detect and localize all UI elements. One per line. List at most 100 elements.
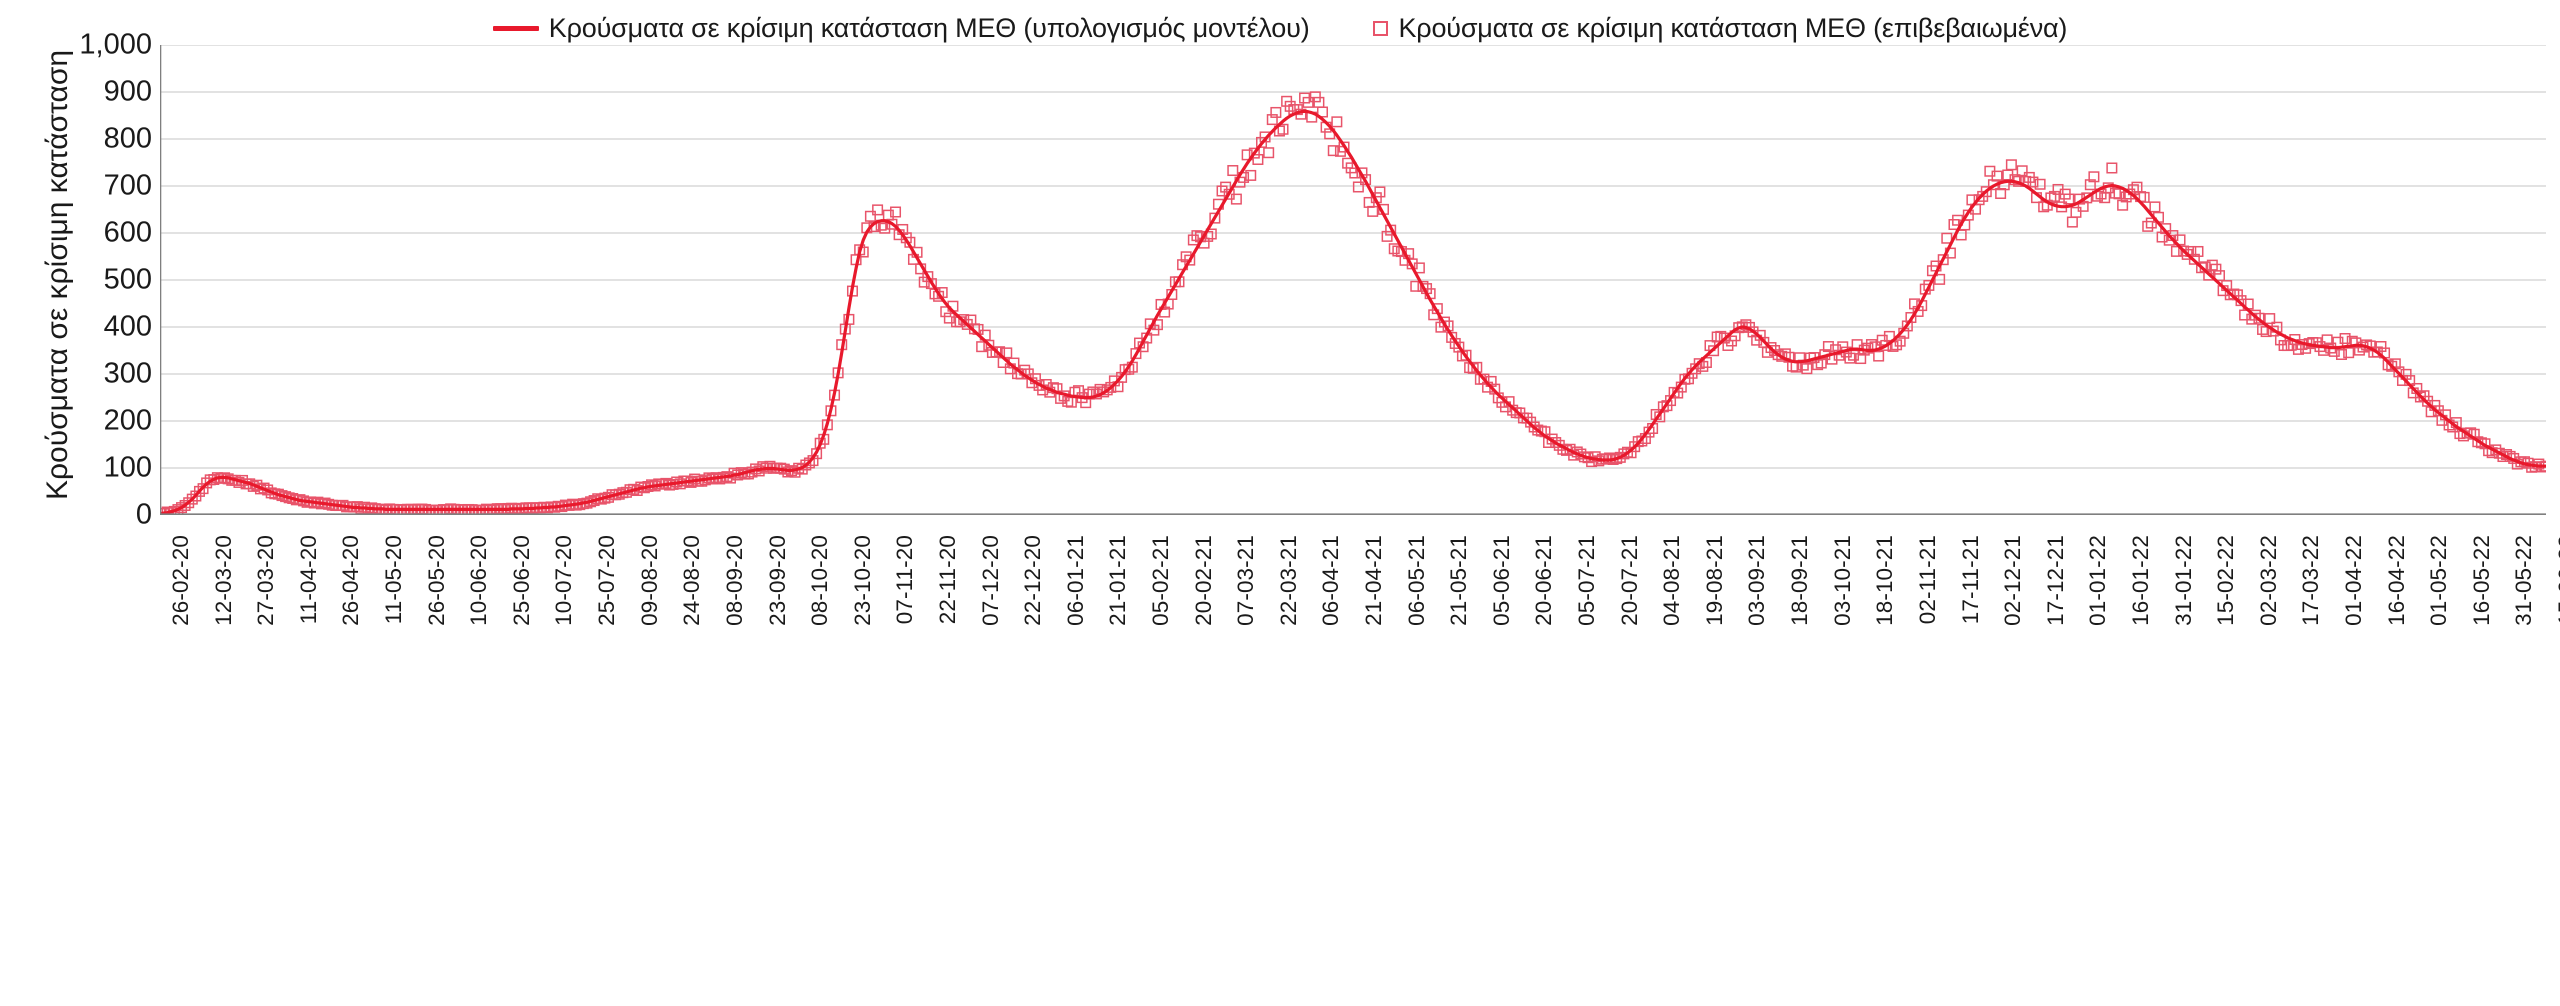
confirmed-marker bbox=[1747, 326, 1759, 338]
confirmed-marker bbox=[1116, 371, 1128, 383]
confirmed-marker bbox=[1862, 342, 1874, 354]
x-tick-label: 07-03-21 bbox=[1233, 535, 1259, 626]
confirmed-marker bbox=[1532, 424, 1544, 436]
x-tick-label: 08-09-20 bbox=[721, 535, 747, 626]
confirmed-marker bbox=[1130, 348, 1142, 360]
x-tick-label: 20-02-21 bbox=[1190, 535, 1216, 626]
confirmed-marker bbox=[1248, 147, 1260, 159]
x-tick-label: 22-12-20 bbox=[1020, 535, 1046, 626]
x-tick-label: 18-10-21 bbox=[1872, 535, 1898, 626]
confirmed-marker bbox=[890, 206, 902, 218]
confirmed-marker bbox=[882, 209, 894, 221]
confirmed-marker bbox=[2249, 309, 2261, 321]
x-tick-label: 08-10-20 bbox=[807, 535, 833, 626]
confirmed-marker bbox=[2213, 270, 2225, 282]
confirmed-marker bbox=[2386, 360, 2398, 372]
confirmed-marker bbox=[1184, 254, 1196, 266]
x-tick-label: 22-03-21 bbox=[1275, 535, 1301, 626]
legend-label-model: Κρούσματα σε κρίσιμη κατάσταση ΜΕΘ (υπολ… bbox=[548, 12, 1310, 43]
y-tick-label: 300 bbox=[103, 357, 152, 390]
confirmed-marker bbox=[2120, 191, 2132, 203]
chart-legend: Κρούσματα σε κρίσιμη κατάσταση ΜΕΘ (υπολ… bbox=[0, 8, 2560, 48]
confirmed-marker bbox=[782, 466, 794, 478]
x-tick-label: 06-05-21 bbox=[1403, 535, 1429, 626]
confirmed-marker bbox=[983, 339, 995, 351]
confirmed-marker bbox=[1252, 153, 1264, 165]
confirmed-marker bbox=[1277, 123, 1289, 135]
confirmed-marker bbox=[1327, 145, 1339, 157]
gridlines bbox=[160, 45, 2546, 469]
confirmed-marker bbox=[803, 457, 815, 469]
confirmed-marker bbox=[1388, 243, 1400, 255]
confirmed-marker bbox=[2475, 437, 2487, 449]
confirmed-marker bbox=[940, 306, 952, 318]
confirmed-marker bbox=[179, 499, 191, 511]
confirmed-marker bbox=[1873, 350, 1885, 362]
x-tick-label: 03-09-21 bbox=[1744, 535, 1770, 626]
x-axis-tick-labels: 26-02-20 12-03-20 27-03-20 11-04-20 26-04-20… bbox=[160, 515, 2560, 715]
confirmed-marker bbox=[1812, 359, 1824, 371]
y-axis-tick-labels: 0 100 200 300 400 500 600 700 800 900 1,000 bbox=[0, 29, 152, 531]
confirmed-marker bbox=[789, 466, 801, 478]
confirmed-marker bbox=[943, 312, 955, 324]
x-tick-label: 26-04-20 bbox=[338, 535, 364, 626]
confirmed-marker bbox=[1191, 230, 1203, 242]
y-tick-label: 0 bbox=[135, 498, 152, 531]
confirmed-marker bbox=[2156, 231, 2168, 243]
confirmed-marker bbox=[1460, 349, 1472, 361]
confirmed-marker bbox=[2253, 312, 2265, 324]
confirmed-marker bbox=[2196, 262, 2208, 274]
x-tick-label: 27-03-20 bbox=[253, 535, 279, 626]
confirmed-marker bbox=[2142, 220, 2154, 232]
confirmed-marker bbox=[872, 204, 884, 216]
x-tick-label: 11-05-20 bbox=[381, 535, 407, 625]
confirmed-marker bbox=[1001, 347, 1013, 359]
x-tick-label: 26-05-20 bbox=[423, 535, 449, 626]
confirmed-marker bbox=[1937, 254, 1949, 266]
x-tick-label: 18-09-21 bbox=[1787, 535, 1813, 626]
x-tick-label: 02-03-22 bbox=[2255, 535, 2281, 626]
confirmed-marker bbox=[1995, 187, 2007, 199]
confirmed-marker bbox=[2335, 348, 2347, 360]
confirmed-marker bbox=[1489, 383, 1501, 395]
confirmed-marker bbox=[1413, 262, 1425, 274]
confirmed-marker bbox=[1270, 106, 1282, 118]
confirmed-marker bbox=[2070, 206, 2082, 218]
confirmed-marker bbox=[1417, 280, 1429, 292]
x-tick-label: 15-02-22 bbox=[2213, 535, 2239, 626]
y-tick-label: 200 bbox=[103, 404, 152, 437]
confirmed-marker bbox=[925, 278, 937, 290]
x-tick-label: 21-05-21 bbox=[1446, 535, 1472, 626]
confirmed-marker bbox=[201, 477, 213, 489]
x-tick-label: 23-09-20 bbox=[764, 535, 790, 626]
y-tick-label: 1,000 bbox=[79, 28, 152, 61]
confirmed-marker bbox=[2310, 337, 2322, 349]
confirmed-marker bbox=[2393, 366, 2405, 378]
x-tick-label: 05-06-21 bbox=[1488, 535, 1514, 626]
confirmed-marker bbox=[2332, 336, 2344, 348]
x-tick-label: 31-05-22 bbox=[2511, 535, 2537, 626]
confirmed-marker bbox=[2493, 447, 2505, 459]
x-tick-label: 12-03-20 bbox=[210, 535, 236, 626]
confirmed-marker bbox=[886, 218, 898, 230]
x-tick-label: 25-06-20 bbox=[508, 535, 534, 626]
x-tick-label: 01-04-22 bbox=[2340, 535, 2366, 626]
confirmed-marker bbox=[2077, 200, 2089, 212]
confirmed-marker bbox=[2178, 245, 2190, 257]
confirmed-marker bbox=[1772, 349, 1784, 361]
y-tick-label: 500 bbox=[103, 263, 152, 296]
confirmed-marker bbox=[2016, 165, 2028, 177]
confirmed-marker bbox=[2282, 340, 2294, 352]
confirmed-marker bbox=[2081, 192, 2093, 204]
confirmed-marker bbox=[2145, 217, 2157, 229]
x-tick-label: 25-07-20 bbox=[594, 535, 620, 626]
x-tick-label: 01-01-22 bbox=[2085, 535, 2111, 626]
x-tick-label: 11-04-20 bbox=[295, 535, 321, 625]
x-tick-label: 16-04-22 bbox=[2383, 535, 2409, 626]
confirmed-marker bbox=[879, 222, 891, 234]
x-tick-label: 15-06-22 bbox=[2554, 535, 2560, 626]
confirmed-marker bbox=[2210, 263, 2222, 275]
y-tick-label: 800 bbox=[103, 122, 152, 155]
confirmed-marker bbox=[1209, 212, 1221, 224]
confirmed-marker bbox=[2113, 188, 2125, 200]
